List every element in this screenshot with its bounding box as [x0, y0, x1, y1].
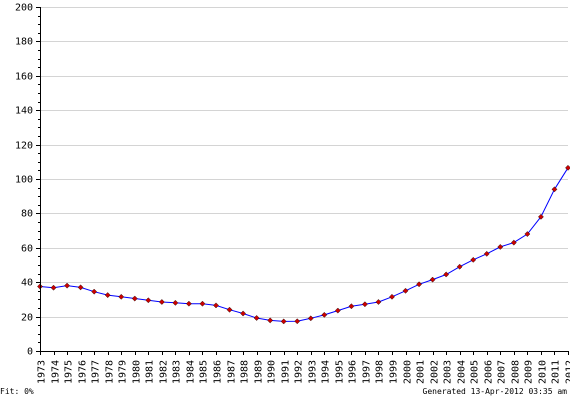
- data-points: [37, 164, 570, 325]
- y-tick-label: 20: [21, 313, 33, 324]
- data-point: [456, 263, 463, 270]
- data-point: [50, 284, 57, 291]
- x-tick-label: 2002: [430, 360, 441, 384]
- data-point: [77, 284, 84, 291]
- data-point: [91, 288, 98, 295]
- x-tick-label: 1995: [335, 360, 346, 384]
- data-point: [321, 311, 328, 318]
- data-point: [199, 300, 206, 307]
- data-point: [307, 315, 314, 322]
- data-point: [145, 297, 152, 304]
- x-tick-label: 1988: [240, 360, 251, 384]
- data-point: [389, 293, 395, 300]
- x-tick-label: 1985: [199, 360, 210, 384]
- data-point: [470, 256, 477, 263]
- data-point: [186, 300, 192, 307]
- x-tick-label: 2008: [511, 360, 522, 384]
- data-point: [158, 299, 165, 305]
- x-tick-label: 1986: [213, 360, 224, 384]
- y-tick-label: 0: [27, 347, 33, 358]
- x-tick-label: 1981: [145, 360, 156, 384]
- x-tick-label: 1973: [37, 360, 48, 384]
- x-tick-label: 1975: [64, 360, 75, 384]
- x-tick-label: 2004: [457, 360, 468, 384]
- x-tick-label: 1978: [105, 360, 116, 384]
- data-point: [240, 310, 246, 317]
- data-point: [348, 303, 355, 310]
- data-point: [280, 318, 287, 325]
- data-point: [172, 299, 179, 306]
- x-tick-label: 1984: [186, 360, 197, 384]
- x-tick-label: 2009: [524, 360, 535, 384]
- data-point: [483, 250, 490, 257]
- y-tick-label: 60: [21, 244, 33, 255]
- data-point: [375, 299, 382, 305]
- y-tick-label: 120: [15, 141, 33, 152]
- x-tick-label: 2001: [416, 360, 427, 384]
- data-point: [104, 292, 111, 298]
- data-point: [524, 231, 531, 237]
- x-tick-label: 1987: [227, 360, 238, 384]
- data-point: [443, 271, 450, 278]
- data-point: [64, 282, 70, 289]
- x-tick-label: 1974: [51, 360, 62, 384]
- x-tick-label: 1983: [172, 360, 183, 384]
- generated-timestamp: Generated 13-Apr-2012 03:35 am: [422, 387, 568, 396]
- x-tick-label: 1999: [389, 360, 400, 384]
- data-point: [118, 293, 125, 300]
- data-point: [497, 244, 504, 250]
- x-tick-label: 1992: [294, 360, 305, 384]
- x-tick-label: 1996: [348, 360, 359, 384]
- y-tick-label: 180: [15, 37, 33, 48]
- data-point: [538, 213, 544, 220]
- data-point: [551, 186, 558, 193]
- x-tick-label: 1979: [118, 360, 129, 384]
- x-tick-label: 1982: [159, 360, 170, 384]
- x-tick-label: 2011: [551, 360, 562, 384]
- x-tick-label: 1998: [375, 360, 386, 384]
- x-tick-label: 2006: [484, 360, 495, 384]
- data-point: [267, 317, 274, 324]
- x-tick-label: 1994: [321, 360, 332, 384]
- x-tick-label: 1991: [281, 360, 292, 384]
- series-line: [39, 167, 569, 322]
- x-axis-ticks: 1973 1974 1975 1976 1977 1978 1979 1980 1981 1982…: [37, 351, 570, 384]
- data-point: [334, 307, 341, 314]
- data-point: [362, 301, 368, 308]
- x-tick-label: 2007: [497, 360, 508, 384]
- data-point: [213, 302, 219, 309]
- data-point: [565, 164, 570, 171]
- x-tick-label: 2012: [565, 360, 570, 384]
- data-point: [402, 287, 409, 294]
- x-tick-label: 2000: [403, 360, 414, 384]
- line-chart: 0 20 40 60 80 100 120 140 160 180 200 1973 1974 1975…: [15, 3, 570, 384]
- y-tick-label: 100: [15, 175, 33, 186]
- data-point: [131, 295, 138, 302]
- y-tick-label: 140: [15, 106, 33, 117]
- fit-label: Fit: 0%: [0, 387, 34, 396]
- data-point: [429, 276, 436, 283]
- y-tick-label: 40: [21, 278, 33, 289]
- data-point: [253, 315, 260, 321]
- x-tick-label: 1997: [362, 360, 373, 384]
- x-tick-label: 2005: [470, 360, 481, 384]
- x-tick-label: 1977: [91, 360, 102, 384]
- grid-lines: [40, 7, 568, 318]
- data-point: [294, 318, 301, 325]
- data-point: [226, 306, 233, 313]
- y-tick-label: 200: [15, 3, 33, 14]
- x-tick-label: 1980: [132, 360, 143, 384]
- y-tick-label: 80: [21, 209, 33, 220]
- y-axis-ticks: 0 20 40 60 80 100 120 140 160 180 200: [15, 3, 40, 358]
- data-point: [416, 281, 422, 288]
- x-tick-label: 1993: [308, 360, 319, 384]
- data-point: [510, 239, 517, 246]
- x-tick-label: 2003: [443, 360, 454, 384]
- y-tick-label: 160: [15, 72, 33, 83]
- x-tick-label: 1990: [267, 360, 278, 384]
- x-tick-label: 1989: [254, 360, 265, 384]
- x-tick-label: 2010: [538, 360, 549, 384]
- x-tick-label: 1976: [78, 360, 89, 384]
